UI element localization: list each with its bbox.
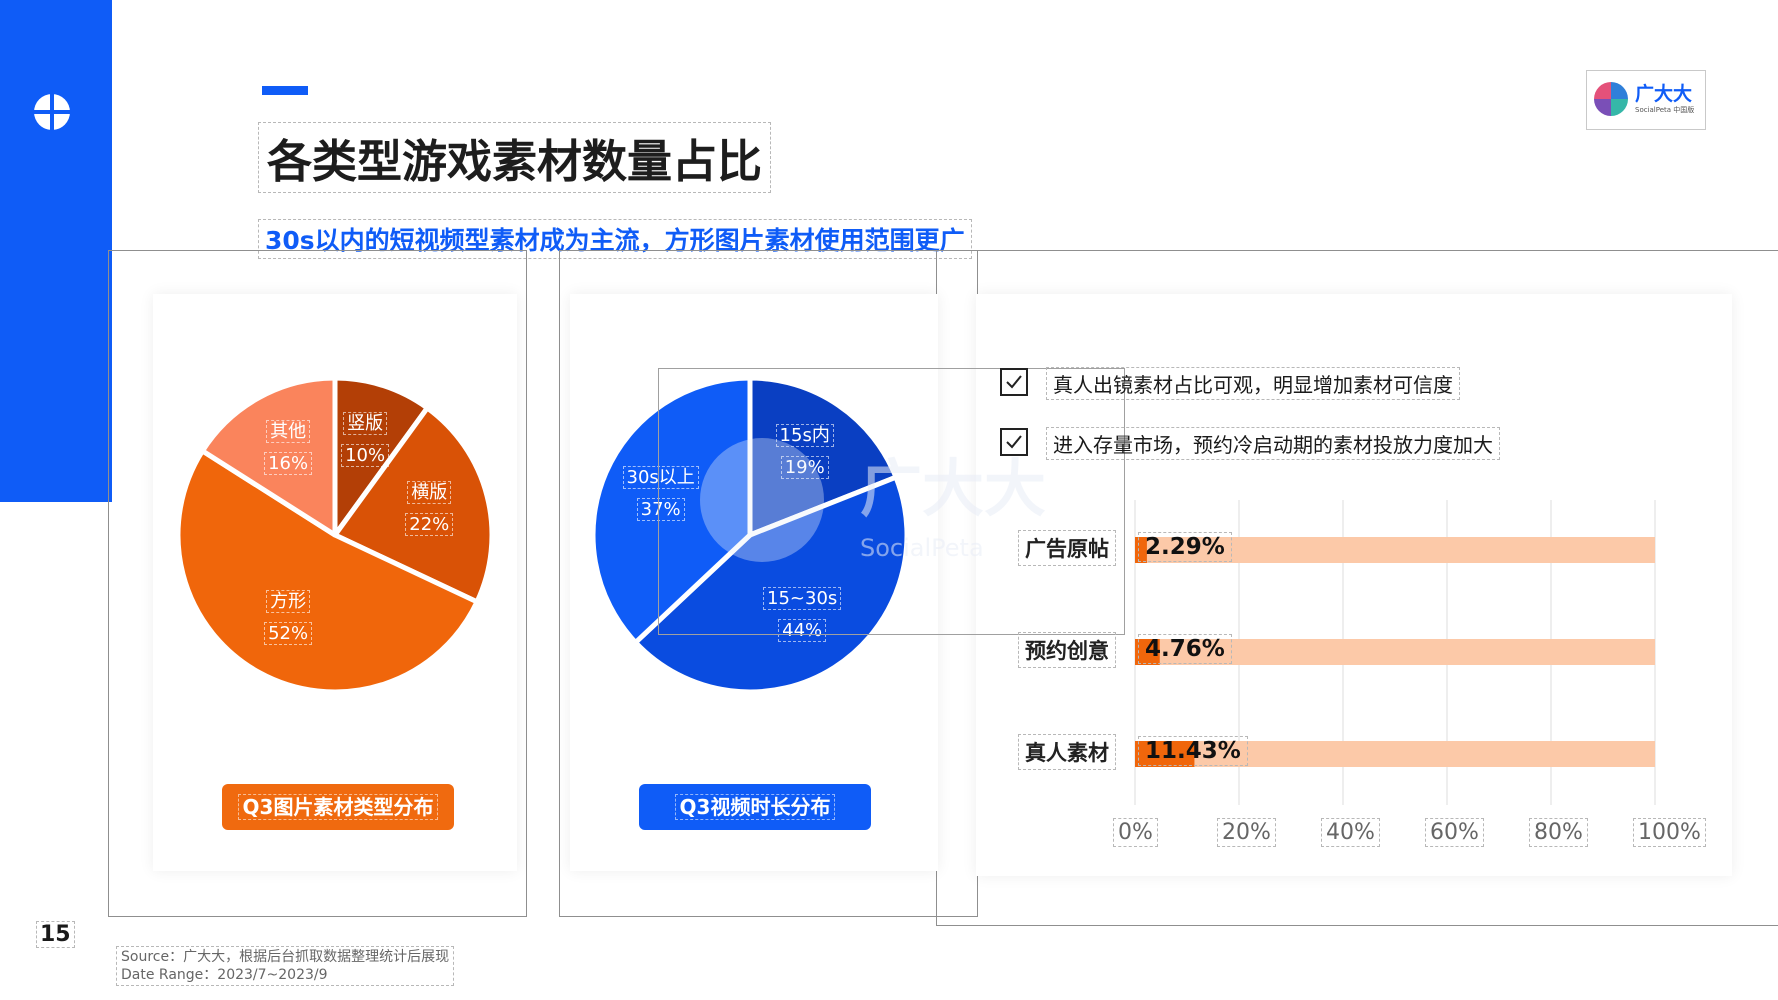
brand-mark-icon	[1594, 82, 1628, 116]
card-bar-chart	[976, 294, 1732, 876]
bar	[1135, 741, 1195, 767]
pie-title-text: Q3视频时长分布	[674, 794, 836, 820]
bar	[1135, 537, 1147, 563]
title-accent	[262, 86, 308, 95]
pie-title-image-type: Q3图片素材类型分布	[222, 784, 454, 830]
checkbox-checked-icon	[1000, 428, 1028, 456]
pie-slice-name: 方形	[248, 586, 328, 618]
pie-title-video-length: Q3视频时长分布	[639, 784, 871, 830]
pie-slice-value: 37%	[621, 494, 701, 526]
watermark-logo-icon	[700, 438, 824, 562]
category-label: 预约创意	[1018, 632, 1116, 668]
footnote-source: Source：广大大，根据后台抓取数据整理统计后展现	[121, 949, 450, 965]
watermark-subtitle: SocialPeta	[860, 534, 984, 562]
checkbox-checked-icon	[1000, 368, 1028, 396]
pie-slice-value: 52%	[248, 618, 328, 650]
page-title: 各类型游戏素材数量占比	[258, 122, 772, 193]
pie-slice-name: 15s内	[765, 420, 845, 452]
inset-frame	[658, 368, 1125, 635]
pie-slice-value: 19%	[765, 452, 845, 484]
bar-value-label: 11.43%	[1138, 736, 1248, 766]
pie-slice-name: 其他	[248, 416, 328, 448]
x-tick-label: 100%	[1633, 818, 1706, 847]
pie-slice-label: 竖版 10%	[325, 408, 405, 472]
pie-slice	[175, 448, 480, 695]
bar-value-label: 4.76%	[1138, 634, 1232, 664]
watermark-text: 广大大	[860, 452, 1047, 525]
pie-title-text: Q3图片素材类型分布	[237, 794, 439, 820]
pie-slice	[590, 375, 753, 645]
pie-slice-label: 30s以上 37%	[621, 462, 701, 526]
bar-track	[1135, 537, 1655, 563]
pie-slice	[633, 474, 910, 695]
pie-slice-label: 其他 16%	[248, 416, 328, 480]
pie-slice-value: 44%	[762, 615, 842, 647]
pie-slice	[199, 375, 338, 538]
bar	[1135, 639, 1160, 665]
pie-slice-name: 30s以上	[621, 462, 701, 494]
bar-track	[1135, 639, 1655, 665]
x-tick-label: 80%	[1529, 818, 1588, 847]
x-tick-label: 0%	[1113, 818, 1158, 847]
pie-slice-label: 方形 52%	[248, 586, 328, 650]
bar-value-label: 2.29%	[1138, 532, 1232, 562]
pie-slice-value: 22%	[389, 509, 469, 541]
pie-slice-value: 10%	[325, 440, 405, 472]
footnote-date: Date Range：2023/7~2023/9	[121, 967, 328, 983]
pie-slice	[332, 375, 430, 538]
pie-chart-image-type	[175, 375, 495, 695]
pie-slice-label: 横版 22%	[389, 477, 469, 541]
page-number: 15	[36, 921, 75, 948]
brand-subtitle: SocialPeta 中国版	[1635, 106, 1695, 114]
pie-slice-name: 横版	[389, 477, 469, 509]
pie-slice	[747, 375, 899, 538]
bar-chart-creative-share	[1134, 500, 1656, 805]
brand-logo: 广大大 SocialPeta 中国版	[1586, 70, 1706, 130]
note-text: 真人出镜素材占比可观，明显增加素材可信度	[1046, 367, 1460, 400]
pie-slice-label: 15s内19%	[765, 420, 845, 484]
side-accent-bar	[0, 0, 112, 502]
side-logo-icon	[32, 92, 72, 132]
pie-slice-value: 16%	[248, 448, 328, 480]
category-label: 广告原帖	[1018, 530, 1116, 566]
pie-slice-name: 15~30s	[762, 583, 842, 615]
pie-chart-video-length	[590, 375, 910, 695]
x-tick-label: 40%	[1321, 818, 1380, 847]
x-tick-label: 60%	[1425, 818, 1484, 847]
bar-track	[1135, 741, 1655, 767]
footnote: Source：广大大，根据后台抓取数据整理统计后展现 Date Range：20…	[116, 946, 455, 986]
frame-left	[108, 250, 527, 917]
pie-slice-name: 竖版	[325, 408, 405, 440]
brand-name: 广大大	[1635, 83, 1693, 105]
category-label: 真人素材	[1018, 734, 1116, 770]
pie-slice-label: 15~30s 44%	[762, 583, 842, 647]
x-tick-label: 20%	[1217, 818, 1276, 847]
note-text: 进入存量市场，预约冷启动期的素材投放力度加大	[1046, 427, 1500, 460]
